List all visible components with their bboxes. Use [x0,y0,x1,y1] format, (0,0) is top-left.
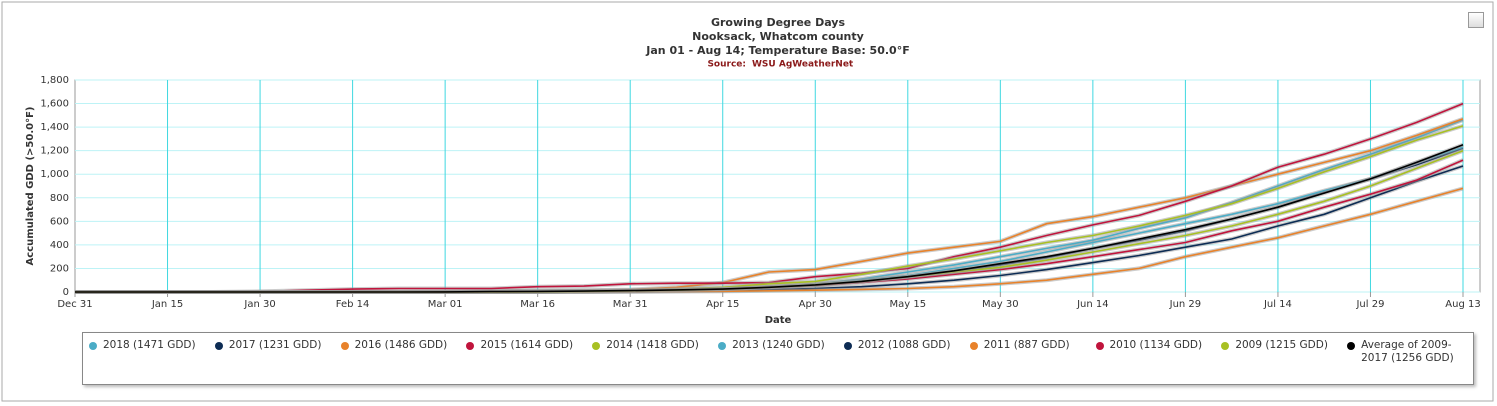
legend-item[interactable]: 2017 (1231 GDD) [214,339,341,384]
legend-marker [592,342,601,350]
legend-marker [1095,342,1104,350]
legend-marker [969,342,978,350]
source-label: Source: [707,60,746,70]
legend-marker [466,342,475,350]
y-tick-label: 600 [50,216,69,227]
x-tick-label: Jul 29 [1355,299,1384,310]
legend-label: 2016 (1486 GDD) [354,339,448,351]
x-tick-label: Jan 30 [243,299,275,310]
legend-label: Average of 2009-2017 (1256 GDD) [1361,339,1454,364]
legend-label: 2018 (1471 GDD) [103,339,196,351]
legend: 2018 (1471 GDD) 2017 (1231 GDD) 2016 (1486… [82,332,1474,385]
x-tick-label: Jun 14 [1076,299,1109,310]
y-tick-label: 1,200 [40,146,69,157]
x-tick-label: Jan 15 [151,299,183,310]
x-tick-label: May 15 [890,299,927,310]
legend-marker [1221,342,1230,350]
legend-label: 2015 (1614 GDD) [480,339,574,351]
x-tick-label: Apr 15 [706,299,739,310]
legend-item[interactable]: 2010 (1134 GDD) [1095,339,1222,384]
legend-label: 2010 (1134 GDD) [1109,339,1203,351]
legend-label: 2009 (1215 GDD) [1235,339,1328,351]
download-button[interactable] [1468,12,1484,28]
x-tick-label: Mar 01 [428,299,463,310]
x-tick-label: Apr 30 [799,299,832,310]
x-tick-label: Mar 16 [520,299,555,310]
x-tick-label: Jul 14 [1263,299,1292,310]
legend-label: 2014 (1418 GDD) [606,339,699,351]
x-tick-label: Dec 31 [57,299,92,310]
legend-marker [718,342,727,350]
legend-item[interactable]: 2013 (1240 GDD) [718,339,844,384]
y-tick-label: 1,600 [40,99,69,110]
legend-label: 2017 (1231 GDD) [228,339,322,351]
series-line [75,144,1464,293]
x-tick-label: Aug 13 [1445,299,1480,310]
y-tick-label: 0 [63,287,69,298]
legend-item[interactable]: 2011 (887 GDD) [969,339,1096,384]
legend-label: 2011 (887 GDD) [983,339,1070,351]
legend-item[interactable]: 2012 (1088 GDD) [843,339,970,384]
legend-item[interactable]: 2014 (1418 GDD) [592,339,718,384]
y-tick-label: 1,000 [40,169,69,180]
source: WSU AgWeatherNet [752,60,854,70]
legend-item[interactable]: Average of 2009-2017 (1256 GDD) [1347,339,1473,384]
x-axis-title: Date [765,315,792,326]
legend-label: 2013 (1240 GDD) [732,339,825,351]
chart-period: Jan 01 - Aug 14; Temperature Base: 50.0°… [645,44,909,57]
y-tick-label: 800 [50,193,69,204]
y-tick-label: 400 [50,240,69,251]
legend-item[interactable]: 2016 (1486 GDD) [340,339,467,384]
legend-item[interactable]: 2009 (1215 GDD) [1221,339,1347,384]
chart-subtitle: Nooksack, Whatcom county [692,30,864,43]
legend-item[interactable]: 2018 (1471 GDD) [89,339,215,384]
y-axis-title: Accumulated GDD (>50.0°F) [25,107,36,266]
legend-label: 2012 (1088 GDD) [857,339,951,351]
x-tick-label: Mar 31 [613,299,648,310]
y-tick-label: 200 [50,263,69,274]
legend-marker [340,342,349,350]
x-tick-label: May 30 [982,299,1019,310]
x-tick-label: Jun 29 [1169,299,1202,310]
y-tick-label: 1,400 [40,122,69,133]
legend-marker [843,342,852,350]
plot-area [74,79,1481,293]
x-tick-label: Feb 14 [336,299,370,310]
y-tick-label: 1,800 [40,75,69,86]
chart-title: Growing Degree Days [711,16,846,29]
legend-item[interactable]: 2015 (1614 GDD) [466,339,592,384]
legend-marker [1347,342,1356,350]
legend-marker [214,342,223,350]
legend-marker [89,342,97,350]
